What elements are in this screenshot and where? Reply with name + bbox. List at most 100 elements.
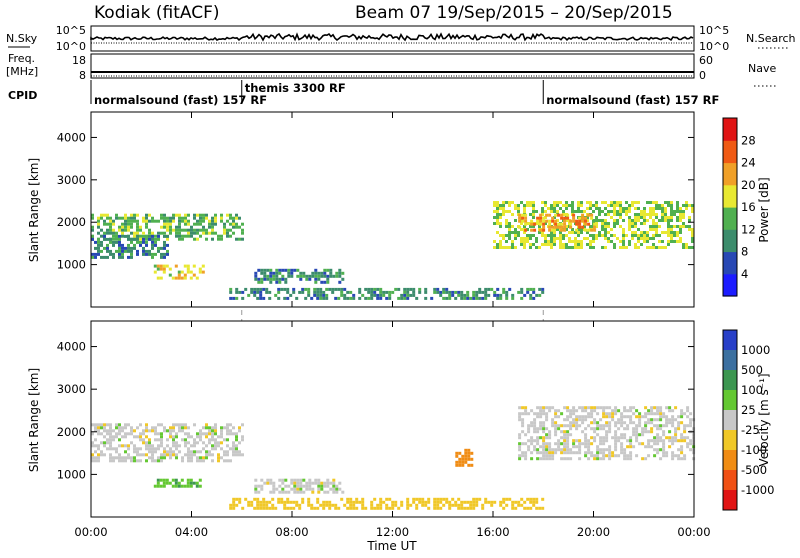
power-cell (688, 228, 691, 231)
velocity-cell (181, 456, 184, 460)
velocity-cell (584, 451, 588, 455)
power-cell (502, 204, 505, 207)
power-cell (133, 246, 136, 250)
power-cell (148, 237, 151, 241)
power-cell (691, 234, 694, 237)
power-cell (598, 207, 601, 210)
power-cell (646, 201, 649, 204)
velocity-cell (171, 478, 175, 482)
power-cell (220, 237, 223, 241)
power-cell (379, 296, 383, 300)
power-cell (281, 274, 285, 278)
velocity-cell (517, 503, 521, 507)
power-cell (205, 213, 208, 217)
power-cell (97, 246, 100, 250)
power-cell (226, 219, 229, 223)
velocity-cell (165, 481, 169, 485)
power-cell (121, 225, 124, 229)
power-cell (634, 201, 637, 204)
velocity-cell (653, 442, 657, 446)
velocity-cell (154, 432, 157, 436)
velocity-cell (421, 497, 425, 501)
power-cell (238, 225, 241, 229)
power-cell (565, 225, 568, 228)
power-cell (199, 222, 202, 226)
power-cell (604, 213, 607, 216)
velocity-cell (656, 427, 660, 431)
velocity-cell (226, 453, 229, 457)
velocity-cell (686, 415, 690, 419)
power-cell (290, 271, 294, 275)
power-cell (145, 216, 148, 220)
colorbar-tick-label: 100 (741, 383, 763, 397)
velocity-cell (323, 490, 327, 494)
power-cell (565, 201, 568, 204)
velocity-cell (602, 424, 606, 428)
power-cell (589, 204, 592, 207)
power-cell (532, 210, 535, 213)
velocity-cell (557, 427, 561, 431)
power-cell (103, 237, 106, 241)
power-cell (634, 216, 637, 219)
freq-label-line1: Freq. (8, 52, 35, 65)
velocity-cell (674, 427, 678, 431)
velocity-cell (650, 421, 654, 425)
power-cell (281, 277, 285, 281)
velocity-cell (322, 503, 326, 507)
velocity-cell (653, 412, 657, 416)
velocity-cell (187, 441, 190, 445)
velocity-cell (352, 506, 356, 510)
velocity-cell (623, 457, 627, 461)
velocity-cell (569, 421, 573, 425)
velocity-cell (130, 441, 133, 445)
power-cell (496, 246, 499, 249)
power-cell (184, 228, 187, 232)
velocity-cell (581, 430, 585, 434)
power-cell (691, 231, 694, 234)
power-cell (160, 231, 163, 235)
power-cell (184, 216, 187, 220)
velocity-cell (587, 451, 591, 455)
velocity-cell (536, 439, 540, 443)
velocity-cell (647, 412, 651, 416)
velocity-cell (662, 415, 666, 419)
power-cell (667, 216, 670, 219)
velocity-cell (575, 424, 579, 428)
velocity-cell (157, 447, 160, 451)
velocity-cell (109, 453, 112, 457)
velocity-cell (635, 415, 639, 419)
power-cell (184, 219, 187, 223)
velocity-cell (542, 406, 546, 410)
velocity-cell (590, 412, 594, 416)
velocity-cell (217, 441, 220, 445)
velocity-cell (542, 430, 546, 434)
power-cell (566, 213, 570, 217)
velocity-cell (554, 415, 558, 419)
velocity-cell (554, 433, 558, 437)
velocity-cell (244, 497, 248, 501)
velocity-cell (328, 506, 332, 510)
velocity-cell (299, 481, 303, 485)
velocity-cell (566, 424, 570, 428)
velocity-cell (671, 457, 675, 461)
power-cell (649, 237, 652, 240)
power-cell (259, 290, 263, 294)
velocity-cell (115, 432, 118, 436)
power-cell (269, 271, 273, 275)
power-cell (595, 237, 598, 240)
velocity-cell (533, 424, 537, 428)
power-cell (652, 219, 655, 222)
velocity-cell (680, 433, 684, 437)
power-cell (563, 222, 567, 226)
velocity-cell (174, 478, 178, 482)
power-cell (97, 219, 100, 223)
velocity-cell (121, 456, 124, 460)
velocity-cell (638, 424, 642, 428)
power-cell (136, 219, 139, 223)
power-cell (275, 274, 279, 278)
velocity-cell (511, 506, 515, 510)
velocity-cell (370, 506, 374, 510)
power-cell (341, 277, 345, 281)
velocity-cell (310, 506, 314, 510)
power-cell (196, 228, 199, 232)
